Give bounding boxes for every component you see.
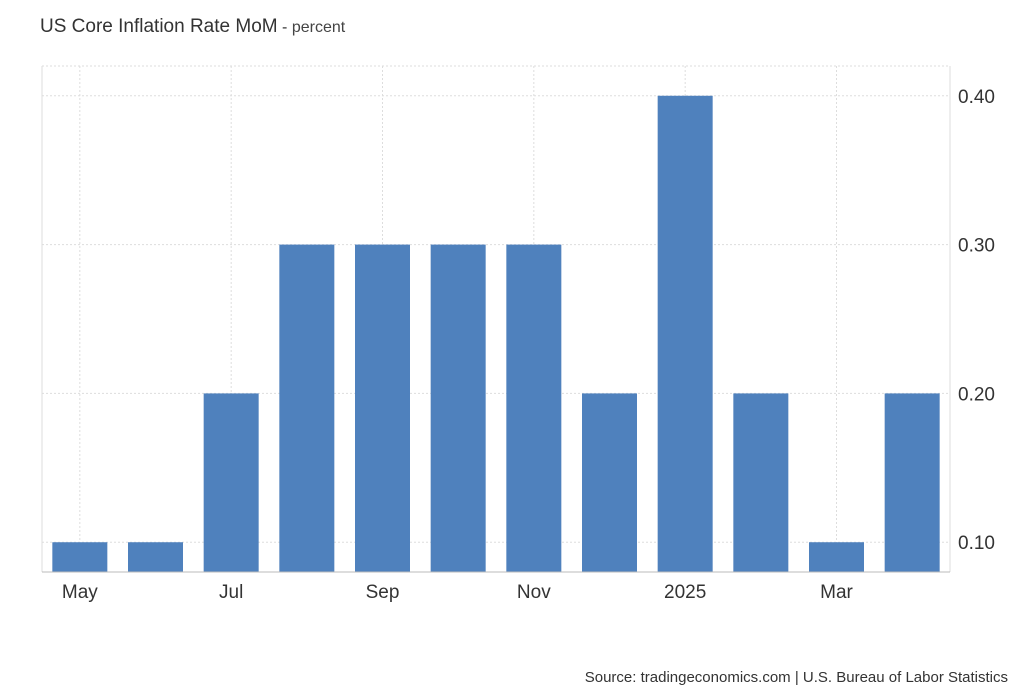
y-tick-label: 0.40 [958,87,995,108]
chart-title: US Core Inflation Rate MoM [40,16,278,37]
source-note: Source: tradingeconomics.com | U.S. Bure… [584,669,1008,686]
chart-header: US Core Inflation Rate MoM - percent [40,16,345,38]
bar [506,244,562,572]
bar [355,244,410,572]
bar [733,393,789,572]
x-tick-label: Mar [820,582,853,603]
bar [430,244,486,572]
bar [52,542,108,572]
y-tick-label: 0.10 [958,533,995,554]
x-tick-label: Jul [219,582,243,603]
x-tick-label: Sep [366,582,400,603]
y-tick-label: 0.20 [958,384,995,405]
bar [279,244,335,572]
chart-subtitle: percent [291,19,346,36]
bar [203,393,259,572]
bar [809,542,864,572]
title-separator: - [282,19,292,36]
x-tick-label: Nov [517,582,551,603]
x-tick-label: May [62,582,98,603]
bar [128,542,183,572]
bar [657,95,713,572]
bar [582,393,637,572]
x-tick-label: 2025 [664,582,706,603]
y-tick-label: 0.30 [958,236,995,257]
bar [884,393,940,572]
